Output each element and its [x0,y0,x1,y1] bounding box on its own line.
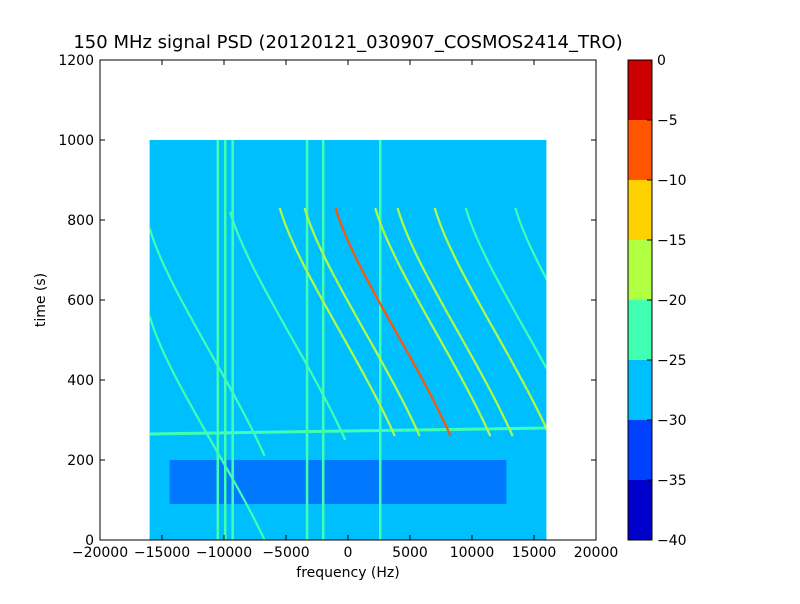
colorbar: 0 −5 −10 −15 −20 −25 −30 −35 −40 [627,53,687,549]
plot-area [99,59,597,541]
x-tick-label: −15000 [134,545,190,561]
colorbar-tick-label: 0 [657,53,666,69]
doppler-traces [149,207,547,540]
doppler-trace [374,207,492,437]
colorbar-segment [628,300,652,360]
colorbar-segment [628,180,652,240]
colorbar-segment [628,120,652,180]
quiet-band [169,460,507,504]
colorbar-segment [628,480,652,540]
doppler-trace [514,207,547,282]
colorbar-tick-label: −20 [657,293,687,309]
y-tick-label: 200 [67,453,94,469]
x-tick-label: 0 [344,545,353,561]
x-tick-label: 20000 [574,545,619,561]
x-tick-label: −10000 [196,545,252,561]
colorbar-segment [628,360,652,420]
y-tick-label: 800 [67,213,94,229]
colorbar-segment [628,420,652,480]
chart-title: 150 MHz signal PSD (20120121_030907_COSM… [73,32,622,53]
y-tick-label: 0 [85,533,94,549]
x-axis-label: frequency (Hz) [296,565,399,581]
horizontal-line [149,426,547,436]
x-tick-label: 5000 [392,545,428,561]
colorbar-tick-label: −25 [657,353,687,369]
doppler-trace [396,207,514,437]
y-tick-label: 1200 [58,53,94,69]
colorbar-tick-label: −40 [657,533,687,549]
colorbar-tick-label: −5 [657,113,678,129]
x-tick-label: 10000 [450,545,495,561]
doppler-trace [464,207,547,371]
x-tick-label: 15000 [512,545,557,561]
x-tick-label: −5000 [262,545,309,561]
doppler-trace [149,227,266,457]
colorbar-segment [628,240,652,300]
doppler-trace [334,207,452,437]
colorbar-tick-label: −35 [657,473,687,489]
y-tick-label: 400 [67,373,94,389]
colorbar-tick-label: −10 [657,173,687,189]
x-tick-label: −20000 [72,545,128,561]
doppler-trace [149,315,266,540]
y-tick-label: 600 [67,293,94,309]
doppler-trace [278,207,396,437]
colorbar-tick-label: −15 [657,233,687,249]
colorbar-tick-label: −30 [657,413,687,429]
y-axis: 0 200 400 600 800 1000 1200 [58,53,596,549]
doppler-trace [229,211,347,441]
x-axis: −20000 −15000 −10000 −5000 0 5000 10000 15000 20… [72,60,618,561]
y-axis-label: time (s) [33,273,49,327]
doppler-trace [303,207,421,437]
doppler-trace [433,207,547,432]
y-tick-label: 1000 [58,133,94,149]
colorbar-segment [628,60,652,120]
